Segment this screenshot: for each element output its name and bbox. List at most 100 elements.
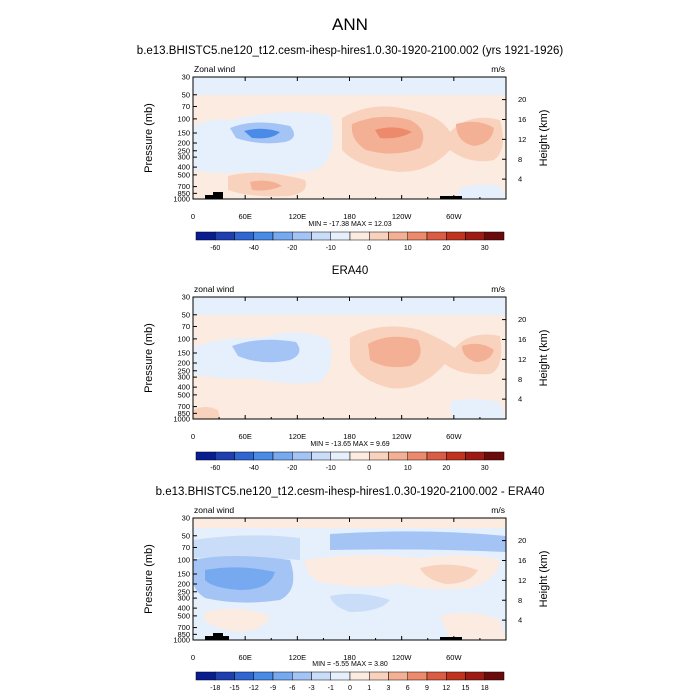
colorbar-swatch xyxy=(388,451,408,461)
colorbar-swatch xyxy=(484,231,505,241)
colorbar-swatch xyxy=(195,231,216,241)
height-tick-label: 12 xyxy=(518,355,526,364)
colorbar-swatch xyxy=(195,671,216,681)
colorbar-label: 9 xyxy=(425,685,429,692)
y-tick-label: 300 xyxy=(177,594,190,603)
y-tick-label: 30 xyxy=(182,73,190,82)
colorbar-swatch xyxy=(465,451,485,461)
x-tick-label: 180 xyxy=(343,653,356,662)
colorbar-swatch xyxy=(330,451,351,461)
y-tick-label: 50 xyxy=(182,531,190,540)
height-tick-label: 8 xyxy=(518,155,522,164)
min-max-readout: MIN = -17.38 MAX = 12.03 xyxy=(308,221,391,228)
x-tick-label: 120W xyxy=(392,653,413,662)
y-tick-label: 70 xyxy=(182,322,190,331)
height-tick-label: 4 xyxy=(518,395,522,404)
x-tick-label: 120E xyxy=(289,432,307,441)
x-tick-label: 120E xyxy=(289,653,307,662)
panel-left-label: Zonal wind xyxy=(194,64,235,74)
colorbar-label: 18 xyxy=(481,685,489,692)
y-tick-label: 300 xyxy=(177,373,190,382)
colorbar-label: 0 xyxy=(367,245,371,252)
colorbar-swatch xyxy=(272,231,293,241)
height-tick-label: 16 xyxy=(518,335,526,344)
colorbar-label: -20 xyxy=(287,465,297,472)
height-tick-label: 12 xyxy=(518,135,526,144)
colorbar-swatch xyxy=(426,451,447,461)
topography xyxy=(205,636,229,640)
colorbar-swatch xyxy=(311,671,331,681)
y-tick-label: 150 xyxy=(177,349,190,358)
colorbar-swatch xyxy=(484,451,505,461)
colorbar-swatch xyxy=(311,451,331,461)
colorbar-label: -9 xyxy=(270,685,276,692)
colorbar: -60 -40 -20 -10 0 10 20 30 xyxy=(195,231,505,252)
height-tick-label: 16 xyxy=(518,556,526,565)
x-tick-label: 0 xyxy=(191,432,195,441)
colorbar-swatch xyxy=(349,451,370,461)
y-tick-label: 100 xyxy=(177,555,190,564)
colorbar-label: 3 xyxy=(387,685,391,692)
colorbar-swatch xyxy=(388,671,408,681)
topography xyxy=(440,637,462,640)
height-tick-label: 8 xyxy=(518,596,522,605)
field-band-strat xyxy=(193,77,506,95)
colorbar-label: -40 xyxy=(249,245,259,252)
height-ticks: 20 16 12 8 4 xyxy=(502,95,526,184)
panel-difference: b.e13.BHISTC5.ne120_t12.cesm-ihesp-hires… xyxy=(143,486,550,692)
colorbar-label: 20 xyxy=(442,245,450,252)
colorbar-swatch xyxy=(253,671,274,681)
colorbar-swatch xyxy=(234,451,254,461)
y-tick-label: 400 xyxy=(177,383,190,392)
panel-title: b.e13.BHISTC5.ne120_t12.cesm-ihesp-hires… xyxy=(137,45,564,57)
y-axis-label: Pressure (mb) xyxy=(143,103,155,173)
field-region-surface xyxy=(455,184,506,199)
y-tick-label: 30 xyxy=(182,514,190,523)
colorbar-swatch xyxy=(330,671,351,681)
y-tick-label: 500 xyxy=(177,611,190,620)
min-max-readout: MIN = -5.55 MAX = 3.80 xyxy=(312,661,388,668)
colorbar-swatch xyxy=(426,231,447,241)
heatmap-field xyxy=(193,297,506,419)
x-tick-label: 0 xyxy=(191,212,195,221)
colorbar: -18 -15 -12 -9 -6 -3 -1 0 1 3 6 9 12 15 18 xyxy=(195,671,505,692)
colorbar-label: -60 xyxy=(210,245,220,252)
x-tick-label: 180 xyxy=(343,432,356,441)
x-tick-label: 60E xyxy=(238,432,251,441)
x-ticks: 0 60E 120E 180 120W 60W xyxy=(191,77,481,221)
topography xyxy=(205,195,223,199)
field-region-surface xyxy=(450,399,506,419)
field-region-westerly xyxy=(456,121,494,146)
colorbar-label: -40 xyxy=(249,465,259,472)
y-axis-label-right: Height (km) xyxy=(538,110,550,167)
colorbar-swatch xyxy=(330,231,351,241)
colorbar-swatch xyxy=(292,231,312,241)
x-tick-label: 180 xyxy=(343,212,356,221)
height-tick-label: 20 xyxy=(518,315,526,324)
field-band-strat xyxy=(193,297,506,315)
colorbar-label: -60 xyxy=(210,465,220,472)
panel-right-label: m/s xyxy=(491,64,505,74)
y-axis-label: Pressure (mb) xyxy=(143,323,155,393)
y-tick-label: 500 xyxy=(177,170,190,179)
y-tick-label: 850 xyxy=(177,630,190,639)
colorbar-label: 10 xyxy=(404,245,412,252)
field-region-positive xyxy=(420,564,478,584)
colorbar-swatch xyxy=(426,671,447,681)
heatmap-field xyxy=(193,518,506,640)
x-tick-label: 120W xyxy=(392,432,413,441)
panel-right-label: m/s xyxy=(491,284,505,294)
colorbar-label: 6 xyxy=(406,685,410,692)
colorbar-swatch xyxy=(465,231,485,241)
x-ticks: 0 60E 120E 180 120W 60W xyxy=(191,518,481,662)
topography xyxy=(213,633,223,637)
field-region-surface xyxy=(193,407,220,419)
colorbar-label: 0 xyxy=(348,685,352,692)
y-tick-label: 150 xyxy=(177,129,190,138)
colorbar-label: 12 xyxy=(442,685,450,692)
field-region-surface xyxy=(250,180,282,191)
colorbar-swatch xyxy=(388,231,408,241)
y-axis-label-right: Height (km) xyxy=(538,551,550,608)
